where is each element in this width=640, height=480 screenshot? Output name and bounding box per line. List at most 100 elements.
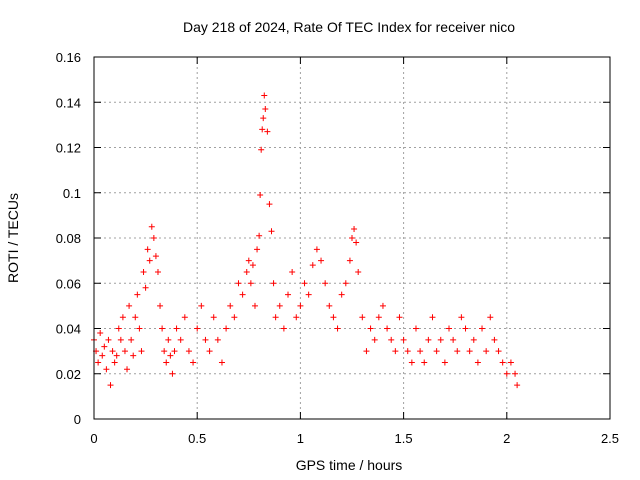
data-point <box>479 325 486 332</box>
data-point <box>266 201 273 208</box>
x-tick-label: 2 <box>503 431 510 446</box>
data-point <box>167 352 174 359</box>
y-tick-label: 0.06 <box>56 276 81 291</box>
data-point <box>159 325 166 332</box>
data-point <box>210 314 217 321</box>
data-point <box>433 348 440 355</box>
data-point <box>353 239 360 246</box>
chart-title: Day 218 of 2024, Rate Of TEC Index for r… <box>183 19 515 35</box>
data-point <box>514 382 521 389</box>
data-point <box>259 126 266 133</box>
data-point <box>146 257 153 264</box>
data-points <box>91 92 521 389</box>
y-axis-label: ROTI / TECUs <box>5 193 21 283</box>
data-point <box>214 336 221 343</box>
data-point <box>349 235 355 241</box>
data-point <box>289 268 296 275</box>
data-point <box>322 280 329 287</box>
data-point <box>512 370 519 377</box>
data-point <box>126 302 133 309</box>
data-point <box>462 325 469 332</box>
data-point <box>101 343 108 350</box>
data-point <box>487 314 494 321</box>
data-point <box>474 359 481 366</box>
data-point <box>388 336 395 343</box>
data-point <box>483 348 490 355</box>
data-point <box>257 192 264 199</box>
data-point <box>231 314 238 321</box>
y-tick-label: 0.04 <box>56 322 81 337</box>
data-point <box>437 336 444 343</box>
data-point <box>342 280 349 287</box>
data-point <box>450 336 457 343</box>
data-point <box>128 336 135 343</box>
data-point <box>268 228 275 235</box>
data-point <box>95 359 102 366</box>
x-tick-label: 1.5 <box>395 431 413 446</box>
data-point <box>305 291 312 298</box>
data-point <box>140 268 147 275</box>
data-point <box>363 348 370 355</box>
data-point <box>157 302 164 309</box>
data-point <box>258 146 265 153</box>
data-point <box>262 106 269 113</box>
data-point <box>148 223 155 230</box>
data-point <box>507 359 514 366</box>
data-point <box>109 348 116 355</box>
data-point <box>165 336 172 343</box>
data-point <box>161 348 168 355</box>
data-point <box>152 253 159 260</box>
y-tick-label: 0.14 <box>56 95 81 110</box>
data-point <box>251 302 258 309</box>
data-point <box>177 336 184 343</box>
data-point <box>154 268 161 275</box>
data-point <box>392 348 399 355</box>
data-point <box>181 314 188 321</box>
data-point <box>99 352 106 359</box>
data-point <box>351 225 358 232</box>
data-point <box>293 314 300 321</box>
data-point <box>245 257 252 264</box>
data-point <box>185 348 192 355</box>
data-point <box>359 314 366 321</box>
data-point <box>429 314 436 321</box>
data-point <box>134 291 141 298</box>
data-point <box>384 325 391 332</box>
data-point <box>136 325 143 332</box>
data-point <box>297 302 304 309</box>
x-tick-label: 1 <box>297 431 304 446</box>
data-point <box>334 325 341 332</box>
data-point <box>280 325 287 332</box>
data-point <box>264 128 271 135</box>
data-point <box>367 325 374 332</box>
data-point <box>396 314 403 321</box>
y-tick-label: 0 <box>74 412 81 427</box>
data-point <box>454 348 461 355</box>
data-point <box>97 330 104 337</box>
data-point <box>412 325 419 332</box>
data-point <box>256 232 263 239</box>
data-point <box>503 370 510 377</box>
data-point <box>404 348 411 355</box>
data-point <box>117 336 124 343</box>
y-tick-label: 0.02 <box>56 367 81 382</box>
data-point <box>499 359 506 366</box>
data-point <box>417 348 424 355</box>
data-point <box>227 302 234 309</box>
data-point <box>408 359 415 366</box>
x-tick-label: 0.5 <box>188 431 206 446</box>
data-point <box>313 246 320 253</box>
data-point <box>495 348 502 355</box>
data-point <box>111 359 118 366</box>
data-point <box>441 359 448 366</box>
data-point <box>223 325 230 332</box>
data-point <box>130 352 137 359</box>
data-point <box>346 257 353 264</box>
data-point <box>425 336 432 343</box>
data-point <box>198 302 205 309</box>
data-point <box>470 336 477 343</box>
data-point <box>355 268 362 275</box>
data-point <box>132 314 139 321</box>
data-point <box>249 262 256 269</box>
